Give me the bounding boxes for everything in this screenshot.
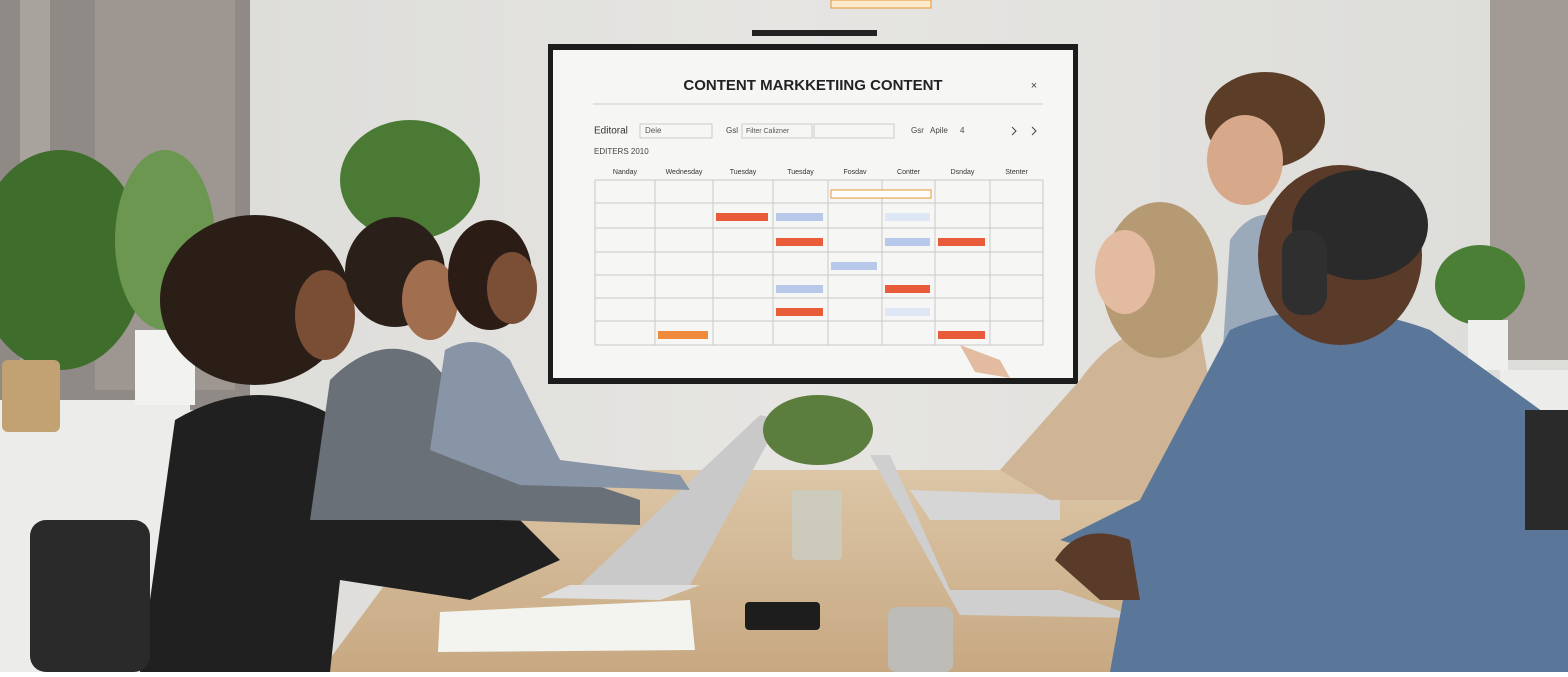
camera-mount — [752, 30, 877, 36]
event-chip — [938, 331, 985, 339]
plant — [763, 395, 873, 465]
event-chip — [830, 0, 932, 9]
event-chip — [776, 213, 823, 221]
weekday-header: Nanday — [613, 169, 638, 176]
weekday-header: Stenter — [1005, 169, 1028, 176]
person-face — [1095, 230, 1155, 314]
weekday-header: Dsnday — [951, 169, 975, 176]
weekday-header: Fosdav — [844, 169, 867, 176]
person-shirt — [1060, 310, 1568, 672]
toolbar-label: 4 — [960, 126, 965, 135]
toolbar-label: Apile — [930, 126, 948, 135]
chair — [1525, 410, 1568, 530]
event-chip — [885, 308, 930, 316]
dropdown-text: Filter Calizner — [746, 128, 790, 135]
toolbar-label: Gsr — [911, 126, 924, 135]
headphones — [1282, 230, 1327, 315]
toolbar-label: Gsl — [726, 126, 738, 135]
dropdown[interactable] — [639, 123, 713, 139]
weekday-header: Wednesday — [666, 169, 703, 176]
event-chip — [885, 213, 930, 221]
phone — [745, 602, 820, 630]
person-face — [487, 252, 537, 324]
event-chip — [776, 285, 823, 293]
plant — [1435, 245, 1525, 325]
screen-title: CONTENT MARKKETIING CONTENT — [683, 77, 942, 94]
event-chip — [885, 238, 930, 246]
dropdown-text: Deie — [645, 126, 662, 135]
weekday-header: Contter — [897, 169, 921, 176]
calendar: Nanday Wednesday Tuesday Tuesday Fosdav Contt… — [594, 0, 1044, 346]
dropdown[interactable] — [741, 123, 813, 139]
event-chip — [831, 262, 877, 270]
laptop — [910, 490, 1060, 520]
person-jacket — [140, 395, 560, 672]
person-face — [1207, 115, 1283, 205]
toolbar-label: Editoral — [594, 126, 628, 137]
event-chip — [885, 285, 930, 293]
person-hand — [960, 345, 1010, 378]
plant — [340, 120, 480, 240]
event-chip — [776, 238, 823, 246]
event-chip — [938, 238, 985, 246]
event-chip — [716, 213, 768, 221]
person-face — [402, 260, 458, 340]
weekday-header: Tuesday — [730, 169, 757, 176]
laptop — [870, 455, 1140, 618]
laptop — [540, 585, 700, 600]
chair — [30, 520, 150, 672]
plant-pot — [2, 360, 60, 432]
event-chip — [776, 308, 823, 316]
nav-arrows[interactable] — [1011, 126, 1037, 136]
vase — [792, 490, 842, 560]
person-hand — [1055, 533, 1140, 600]
weekday-header: Tuesday — [787, 169, 814, 176]
person-face — [295, 270, 355, 360]
event-chip — [830, 189, 932, 199]
person-shirt — [430, 342, 690, 490]
papers — [438, 600, 695, 652]
laptop — [580, 415, 780, 585]
mug — [888, 607, 953, 672]
subheading: EDITERS 2010 — [594, 147, 649, 156]
plant-pot — [1468, 320, 1508, 370]
event-chip — [658, 331, 708, 339]
plant — [0, 150, 145, 370]
close-icon[interactable]: × — [1031, 80, 1037, 92]
dropdown[interactable] — [813, 123, 895, 139]
